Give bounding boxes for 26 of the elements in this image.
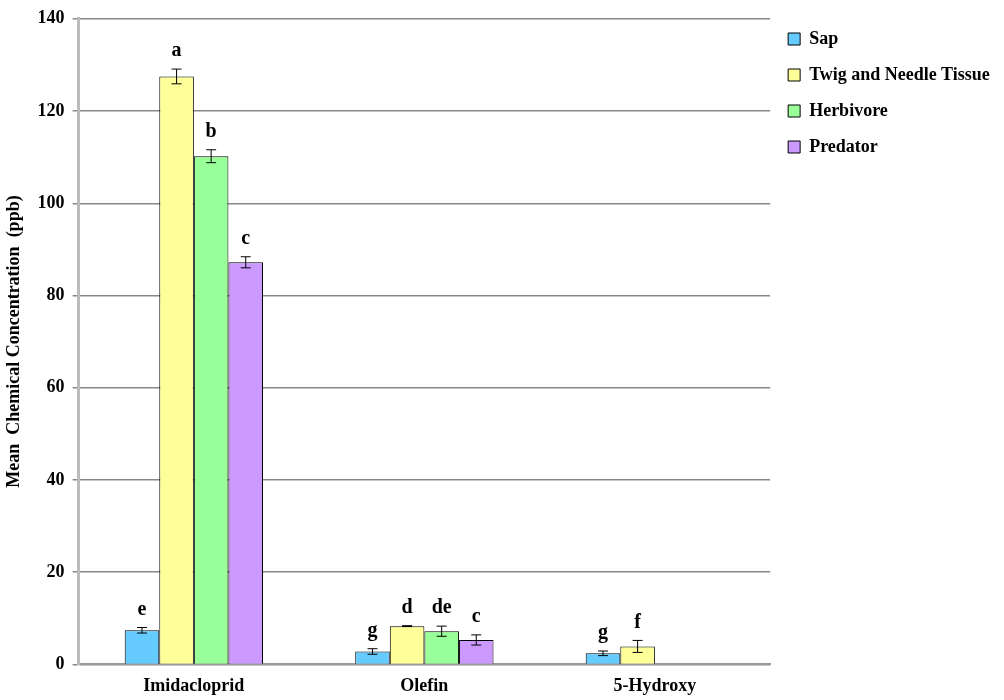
- y-tick-label: 60: [46, 376, 65, 397]
- data-label: a: [171, 38, 182, 61]
- data-label: c: [471, 604, 481, 627]
- y-tick-label: 0: [55, 653, 65, 674]
- x-tick-label: Imidacloprid: [143, 674, 245, 695]
- data-label: b: [205, 118, 217, 141]
- data-label: c: [241, 225, 251, 248]
- legend-label: Herbivore: [809, 99, 888, 120]
- y-tick-label: 120: [37, 99, 65, 120]
- legend-label: Sap: [809, 27, 839, 48]
- x-tick-label: 5-Hydroxy: [613, 674, 697, 695]
- data-label: de: [431, 595, 452, 618]
- y-axis-title: Mean Chemical Concentration (ppb): [3, 195, 25, 488]
- data-label: f: [634, 609, 642, 632]
- legend-label: Twig and Needle Tissue: [809, 63, 990, 84]
- legend-label: Predator: [809, 135, 878, 156]
- data-label: g: [367, 617, 378, 641]
- y-tick-label: 100: [37, 191, 65, 212]
- y-tick-label: 20: [46, 560, 65, 581]
- data-label: g: [598, 620, 609, 644]
- y-tick-label: 40: [46, 468, 65, 489]
- y-tick-label: 140: [37, 7, 65, 28]
- y-tick-label: 80: [46, 284, 65, 305]
- data-label: e: [137, 596, 147, 619]
- x-tick-label: Olefin: [400, 674, 449, 695]
- data-label: d: [401, 594, 413, 617]
